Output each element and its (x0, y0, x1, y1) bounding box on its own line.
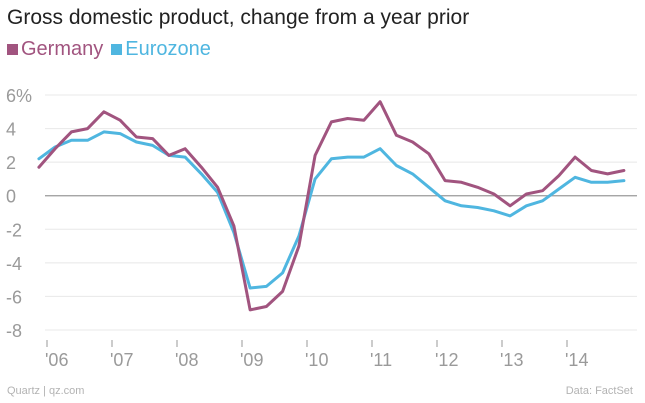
y-tick-label: -6 (6, 287, 22, 307)
legend-swatch-eurozone (111, 44, 123, 55)
y-tick-label: 2 (6, 153, 16, 173)
x-tick-label: '11 (370, 350, 392, 370)
legend-label-eurozone: Eurozone (125, 38, 211, 60)
x-tick-label: '10 (305, 350, 328, 370)
x-tick-label: '07 (110, 350, 133, 370)
legend: Germany Eurozone (7, 38, 219, 61)
x-tick-label: '08 (175, 350, 198, 370)
x-tick-label: '06 (45, 350, 68, 370)
chart-title: Gross domestic product, change from a ye… (7, 6, 470, 29)
y-tick-label: -2 (6, 220, 22, 240)
y-tick-label: -8 (6, 321, 22, 341)
legend-label-germany: Germany (21, 38, 104, 60)
source-credit: Quartz | qz.com (7, 385, 85, 397)
y-tick-label: 4 (6, 120, 16, 140)
germany-line (37, 100, 626, 312)
x-tick-label: '12 (435, 350, 458, 370)
legend-item-germany: Germany (7, 38, 103, 61)
legend-swatch-germany (7, 44, 18, 55)
x-tick-label: '09 (240, 350, 263, 370)
eurozone-line (37, 130, 626, 290)
data-source: Data: FactSet (565, 385, 633, 397)
y-tick-label: 6% (6, 86, 32, 106)
y-tick-label: -4 (6, 254, 22, 274)
x-tick-label: '13 (500, 350, 523, 370)
x-tick-label: '14 (565, 350, 588, 370)
y-tick-label: 0 (6, 187, 16, 207)
legend-item-eurozone: Eurozone (111, 38, 211, 61)
